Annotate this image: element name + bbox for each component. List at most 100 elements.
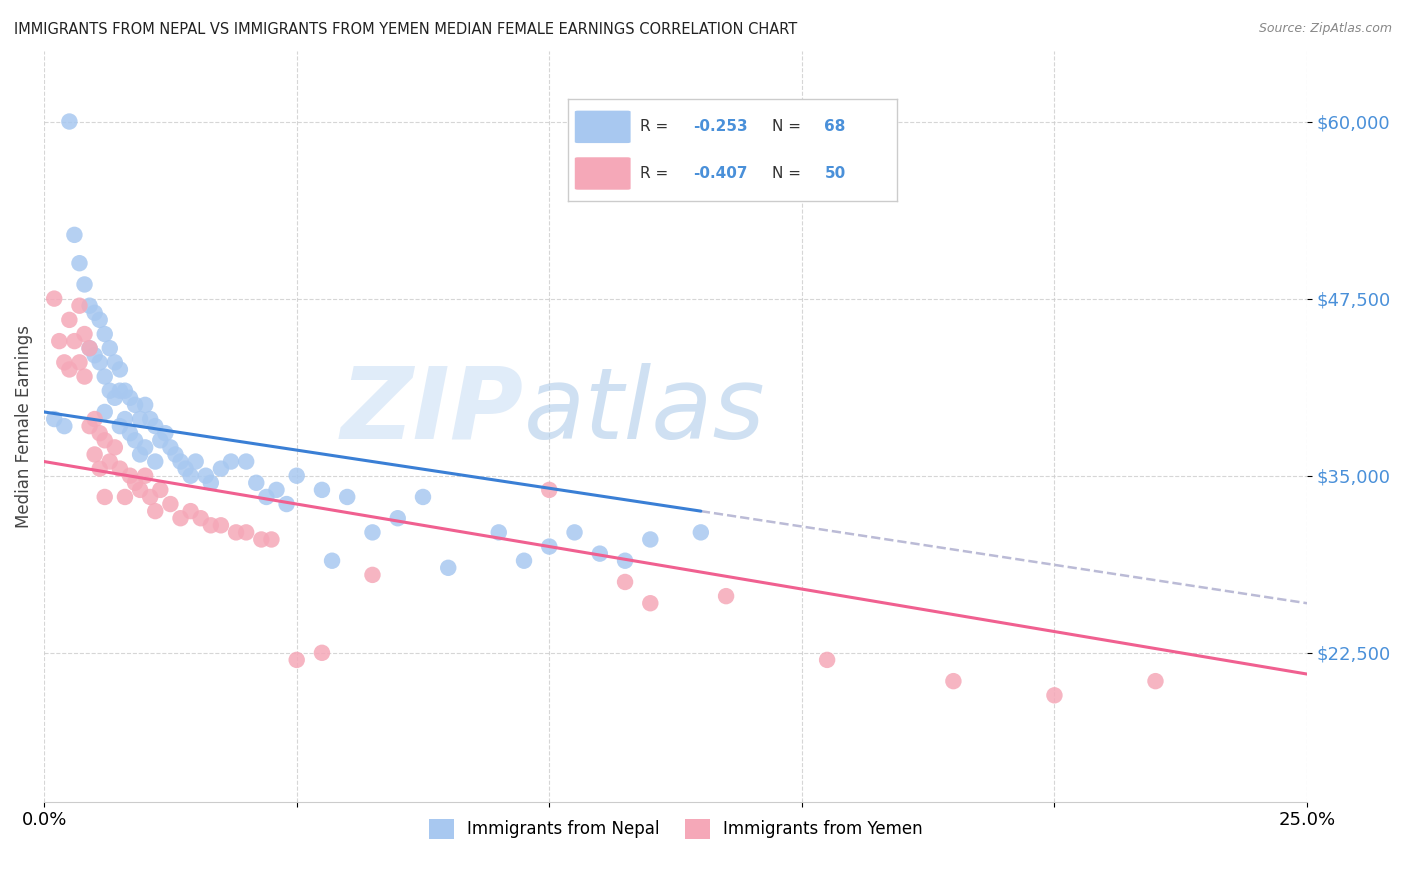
Point (260, 533, 283, 547)
Point (209, 461, 232, 475)
Point (165, 447, 187, 461)
Point (1043, 689, 1066, 703)
Point (129, 412, 152, 426)
Point (245, 475, 267, 490)
Point (139, 412, 162, 426)
Point (124, 434, 146, 448)
Point (815, 653, 838, 667)
Point (538, 483, 561, 497)
Point (174, 461, 197, 475)
Point (488, 525, 510, 540)
Point (93, 434, 115, 448)
Point (437, 561, 460, 575)
Point (714, 589, 737, 603)
Point (69, 256, 91, 270)
Point (285, 653, 308, 667)
Legend: Immigrants from Nepal, Immigrants from Yemen: Immigrants from Nepal, Immigrants from Y… (422, 812, 929, 846)
Point (124, 398, 146, 412)
Point (311, 646, 333, 660)
Point (159, 497, 181, 511)
Point (134, 398, 156, 412)
Point (276, 497, 298, 511)
Point (108, 419, 131, 434)
Point (58, 114, 80, 128)
Point (361, 525, 384, 540)
Point (200, 475, 222, 490)
Point (124, 475, 146, 490)
Point (108, 362, 131, 376)
Point (387, 511, 409, 525)
Point (250, 533, 273, 547)
Point (194, 468, 217, 483)
Point (83, 306, 105, 320)
Point (129, 447, 152, 461)
Point (79, 341, 101, 355)
Point (44, 292, 66, 306)
Point (311, 483, 333, 497)
Point (640, 533, 662, 547)
Point (155, 426, 177, 441)
Point (336, 490, 359, 504)
Point (104, 355, 127, 369)
Y-axis label: Median Female Earnings: Median Female Earnings (15, 325, 32, 528)
Point (53, 355, 76, 369)
Point (235, 454, 257, 468)
Point (266, 483, 288, 497)
Point (200, 518, 222, 533)
Point (149, 434, 172, 448)
Point (564, 525, 586, 540)
Point (149, 483, 172, 497)
Point (190, 511, 212, 525)
Point (114, 384, 136, 398)
Point (69, 299, 91, 313)
Point (614, 554, 637, 568)
Point (83, 412, 105, 426)
Point (53, 419, 76, 434)
Point (139, 490, 162, 504)
Point (73, 277, 96, 292)
Point (538, 540, 561, 554)
Point (89, 426, 111, 441)
Point (73, 326, 96, 341)
Point (361, 567, 384, 582)
Point (69, 355, 91, 369)
Point (73, 369, 96, 384)
Point (412, 490, 434, 504)
Point (219, 454, 242, 468)
Point (118, 426, 141, 441)
Point (589, 547, 612, 561)
Point (321, 554, 343, 568)
Point (225, 525, 247, 540)
Text: Source: ZipAtlas.com: Source: ZipAtlas.com (1258, 22, 1392, 36)
Point (143, 504, 166, 518)
Point (98, 341, 121, 355)
Point (169, 511, 191, 525)
Point (180, 504, 202, 518)
Point (159, 441, 181, 455)
Point (93, 405, 115, 419)
Point (942, 674, 965, 689)
Point (93, 326, 115, 341)
Point (184, 454, 207, 468)
Point (58, 313, 80, 327)
Text: atlas: atlas (524, 363, 766, 459)
Point (89, 355, 111, 369)
Point (89, 461, 111, 475)
Point (104, 391, 127, 405)
Point (1144, 674, 1167, 689)
Point (63, 334, 86, 348)
Point (58, 362, 80, 376)
Point (513, 554, 536, 568)
Point (143, 419, 166, 434)
Point (134, 468, 156, 483)
Point (79, 419, 101, 434)
Point (118, 468, 141, 483)
Point (104, 441, 127, 455)
Point (93, 369, 115, 384)
Text: ZIP: ZIP (342, 363, 524, 459)
Text: IMMIGRANTS FROM NEPAL VS IMMIGRANTS FROM YEMEN MEDIAN FEMALE EARNINGS CORRELATIO: IMMIGRANTS FROM NEPAL VS IMMIGRANTS FROM… (14, 22, 797, 37)
Point (48, 334, 70, 348)
Point (689, 525, 711, 540)
Point (114, 412, 136, 426)
Point (118, 391, 141, 405)
